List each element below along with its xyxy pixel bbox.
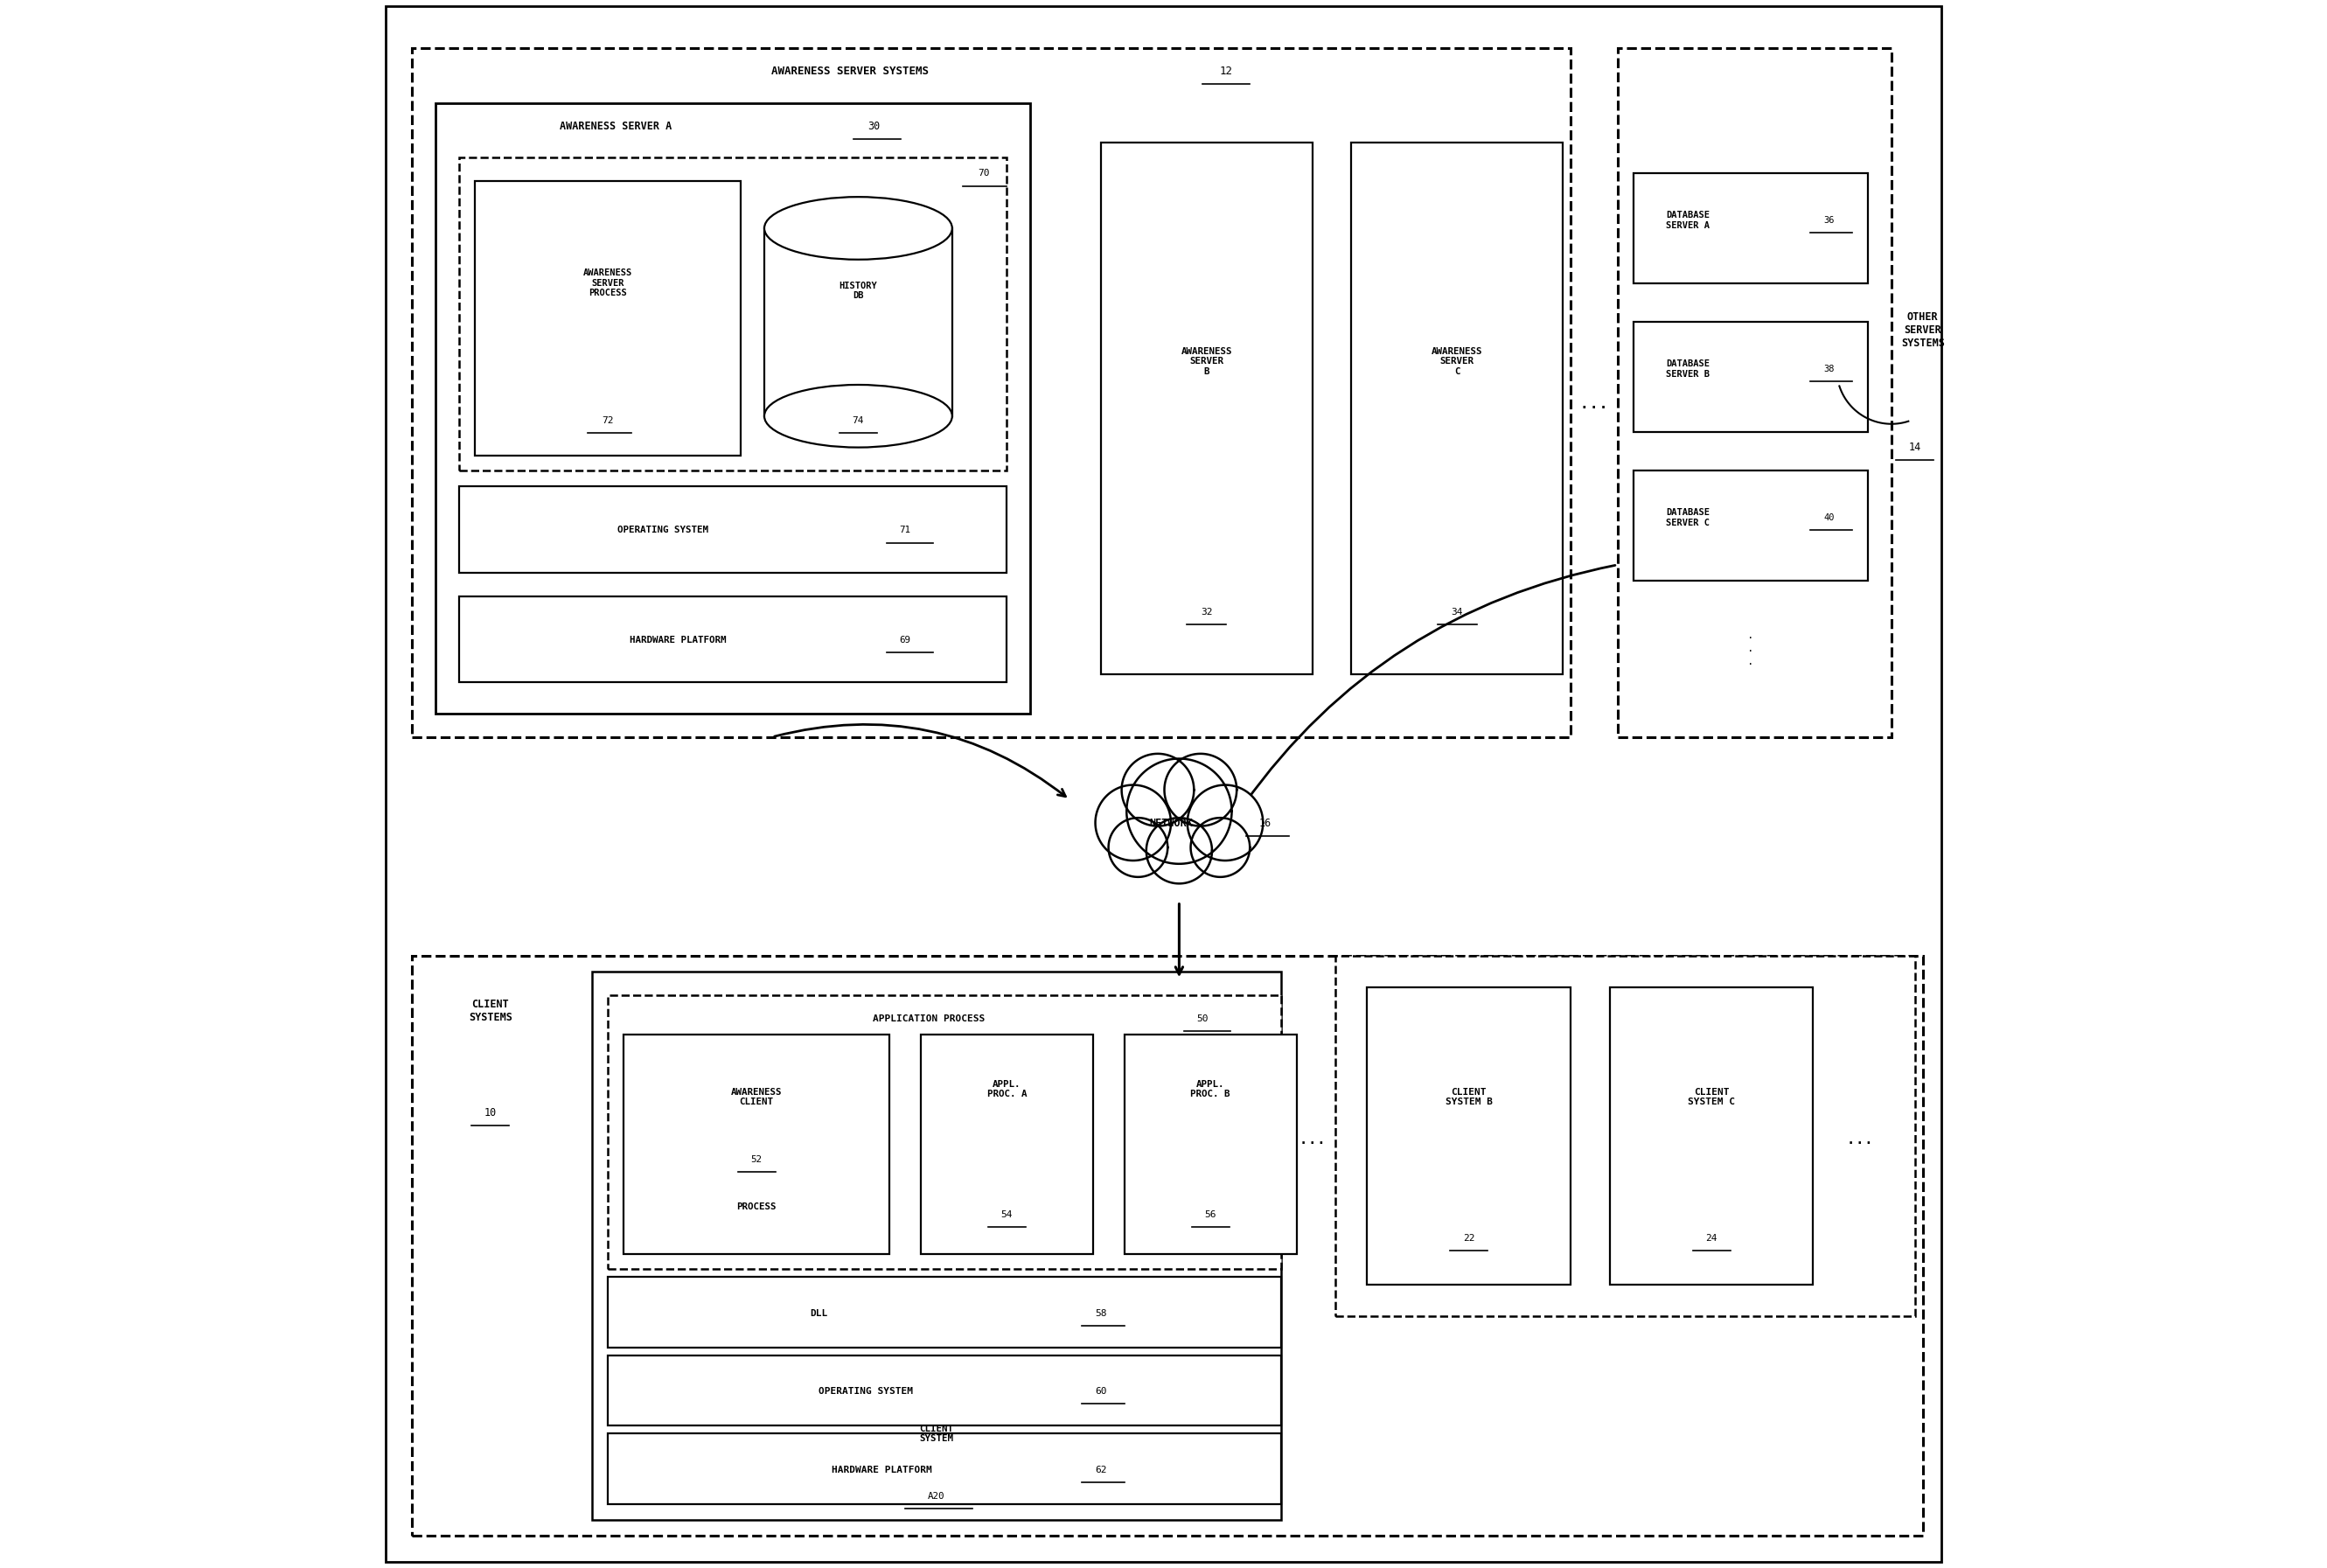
Text: A20: A20 — [928, 1493, 945, 1501]
Text: 70: 70 — [977, 169, 989, 177]
Ellipse shape — [763, 198, 952, 260]
Bar — [1101, 143, 1312, 674]
Text: 72: 72 — [603, 417, 614, 425]
Text: DATABASE
SERVER A: DATABASE SERVER A — [1666, 212, 1710, 230]
Circle shape — [1187, 786, 1264, 861]
Bar — [1124, 1035, 1296, 1254]
Text: APPL.
PROC. B: APPL. PROC. B — [1191, 1080, 1231, 1099]
Text: 58: 58 — [1096, 1309, 1108, 1317]
Bar — [607, 1355, 1280, 1425]
Bar — [458, 158, 1008, 470]
Bar — [412, 956, 1922, 1535]
Text: NETWORK: NETWORK — [1150, 817, 1194, 829]
Bar — [1634, 174, 1869, 282]
Text: AWARENESS
SERVER
C: AWARENESS SERVER C — [1431, 347, 1482, 376]
Text: CLIENT
SYSTEM B: CLIENT SYSTEM B — [1445, 1088, 1492, 1107]
Bar — [1610, 988, 1813, 1286]
Text: AWARENESS SERVER A: AWARENESS SERVER A — [558, 121, 673, 132]
Bar — [607, 996, 1280, 1270]
Bar — [591, 972, 1280, 1519]
Text: 30: 30 — [868, 121, 880, 132]
Text: 62: 62 — [1096, 1466, 1108, 1474]
Text: 34: 34 — [1452, 607, 1464, 616]
Bar — [763, 229, 952, 416]
Text: 74: 74 — [852, 417, 863, 425]
Text: 16: 16 — [1259, 817, 1271, 829]
Text: PROCESS: PROCESS — [738, 1203, 777, 1210]
Text: APPL.
PROC. A: APPL. PROC. A — [987, 1080, 1026, 1099]
Text: 38: 38 — [1824, 365, 1834, 373]
Text: 52: 52 — [752, 1156, 763, 1163]
Text: CLIENT
SYSTEMS: CLIENT SYSTEMS — [468, 999, 512, 1024]
Circle shape — [1126, 759, 1231, 864]
Text: HARDWARE PLATFORM: HARDWARE PLATFORM — [831, 1466, 931, 1474]
Text: CLIENT
SYSTEM: CLIENT SYSTEM — [919, 1424, 954, 1443]
Circle shape — [1164, 754, 1236, 826]
Bar — [1634, 470, 1869, 580]
Text: HARDWARE PLATFORM: HARDWARE PLATFORM — [631, 635, 726, 644]
Text: 24: 24 — [1706, 1234, 1717, 1242]
Text: APPLICATION PROCESS: APPLICATION PROCESS — [873, 1014, 984, 1024]
Text: 12: 12 — [1219, 66, 1233, 77]
Bar — [475, 182, 740, 455]
Text: 10: 10 — [484, 1107, 496, 1118]
Text: 50: 50 — [1196, 1014, 1208, 1024]
Text: 54: 54 — [1001, 1210, 1012, 1218]
Text: · · ·: · · · — [1301, 1138, 1324, 1151]
Text: DLL: DLL — [810, 1309, 828, 1317]
Text: AWARENESS SERVER SYSTEMS: AWARENESS SERVER SYSTEMS — [773, 66, 928, 77]
Text: ·
·
·: · · · — [1748, 632, 1755, 670]
Circle shape — [1108, 818, 1168, 877]
Text: AWARENESS
SERVER
PROCESS: AWARENESS SERVER PROCESS — [584, 268, 633, 298]
Text: · · ·: · · · — [1582, 401, 1606, 416]
Bar — [1634, 321, 1869, 431]
Bar — [624, 1035, 889, 1254]
Circle shape — [1147, 818, 1212, 884]
Text: · · ·: · · · — [1850, 1138, 1871, 1151]
Bar — [1617, 49, 1892, 737]
Bar — [412, 49, 1571, 737]
Text: AWARENESS
SERVER
B: AWARENESS SERVER B — [1182, 347, 1231, 376]
Text: 40: 40 — [1824, 513, 1834, 522]
Text: 60: 60 — [1096, 1388, 1108, 1396]
Circle shape — [1122, 754, 1194, 826]
Text: 14: 14 — [1908, 442, 1922, 453]
Text: AWARENESS
CLIENT: AWARENESS CLIENT — [731, 1088, 782, 1107]
Bar — [1336, 956, 1915, 1316]
Text: 56: 56 — [1205, 1210, 1217, 1218]
Text: CLIENT
SYSTEM C: CLIENT SYSTEM C — [1687, 1088, 1736, 1107]
Text: 32: 32 — [1201, 607, 1212, 616]
Text: 22: 22 — [1464, 1234, 1475, 1242]
Text: OPERATING SYSTEM: OPERATING SYSTEM — [819, 1388, 912, 1396]
Text: OPERATING SYSTEM: OPERATING SYSTEM — [617, 525, 707, 535]
Text: 36: 36 — [1824, 216, 1834, 224]
Bar — [1352, 143, 1564, 674]
Text: OTHER
SERVER
SYSTEMS: OTHER SERVER SYSTEMS — [1901, 310, 1945, 348]
Circle shape — [1191, 818, 1250, 877]
Text: DATABASE
SERVER C: DATABASE SERVER C — [1666, 508, 1710, 527]
Bar — [921, 1035, 1094, 1254]
Bar — [458, 486, 1008, 572]
Text: 69: 69 — [901, 635, 910, 644]
Text: HISTORY
DB: HISTORY DB — [840, 281, 877, 301]
Bar — [435, 103, 1031, 713]
Bar — [458, 596, 1008, 682]
Bar — [1366, 988, 1571, 1286]
Text: 71: 71 — [901, 525, 910, 535]
Ellipse shape — [763, 384, 952, 447]
Bar — [607, 1278, 1280, 1347]
Circle shape — [1096, 786, 1170, 861]
Text: DATABASE
SERVER B: DATABASE SERVER B — [1666, 359, 1710, 378]
Bar — [607, 1433, 1280, 1504]
